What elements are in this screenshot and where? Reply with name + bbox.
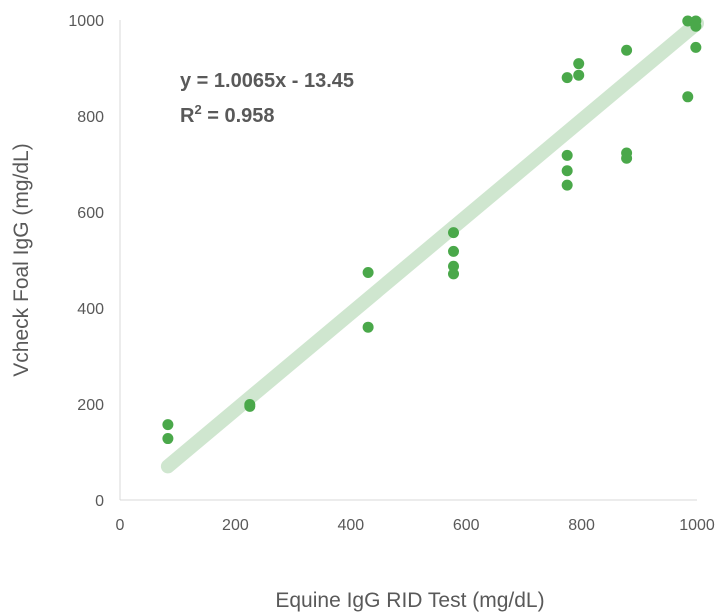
data-point xyxy=(682,15,694,27)
axes xyxy=(119,20,697,501)
data-point xyxy=(448,260,460,272)
data-point xyxy=(573,58,585,70)
data-point xyxy=(362,266,374,278)
r-squared-prefix: R xyxy=(180,105,195,127)
r-squared-label: R2 = 0.958 xyxy=(180,102,275,127)
data-points xyxy=(162,15,702,445)
y-tick-label: 800 xyxy=(77,109,104,126)
x-tick-labels: 0 200 400 600 800 1000 xyxy=(116,517,715,534)
data-point xyxy=(244,400,256,412)
data-point xyxy=(448,268,460,280)
y-tick-label: 400 xyxy=(77,301,104,318)
y-tick-labels: 0 200 400 600 800 1000 xyxy=(68,13,104,510)
data-point xyxy=(561,179,573,191)
data-point xyxy=(621,44,633,56)
y-tick-label: 600 xyxy=(77,205,104,222)
data-point xyxy=(162,419,174,431)
data-point xyxy=(621,152,633,164)
r-squared-superscript: 2 xyxy=(194,102,201,117)
y-tick-label: 200 xyxy=(77,397,104,414)
data-point xyxy=(448,227,460,239)
r-squared-value: = 0.958 xyxy=(202,105,275,127)
data-point xyxy=(561,72,573,84)
data-point xyxy=(362,321,374,333)
trendline-equation: y = 1.0065x - 13.45 xyxy=(180,70,354,92)
data-point xyxy=(690,20,702,32)
x-axis-title: Equine IgG RID Test (mg/dL) xyxy=(275,589,544,612)
y-tick-label: 0 xyxy=(95,493,104,510)
x-tick-label: 400 xyxy=(337,517,364,534)
x-tick-label: 600 xyxy=(453,517,480,534)
x-tick-label: 800 xyxy=(568,517,595,534)
x-tick-label: 200 xyxy=(222,517,249,534)
trendline xyxy=(160,16,704,474)
y-axis-title: Vcheck Foal IgG (mg/dL) xyxy=(10,143,33,376)
y-tick-label: 1000 xyxy=(68,13,104,30)
data-point xyxy=(561,149,573,161)
data-point xyxy=(573,69,585,81)
data-point xyxy=(162,433,174,445)
data-point xyxy=(561,165,573,177)
data-point xyxy=(690,41,702,53)
data-point xyxy=(682,91,694,103)
x-tick-label: 0 xyxy=(116,517,125,534)
x-tick-label: 1000 xyxy=(679,517,715,534)
data-point xyxy=(448,245,460,257)
